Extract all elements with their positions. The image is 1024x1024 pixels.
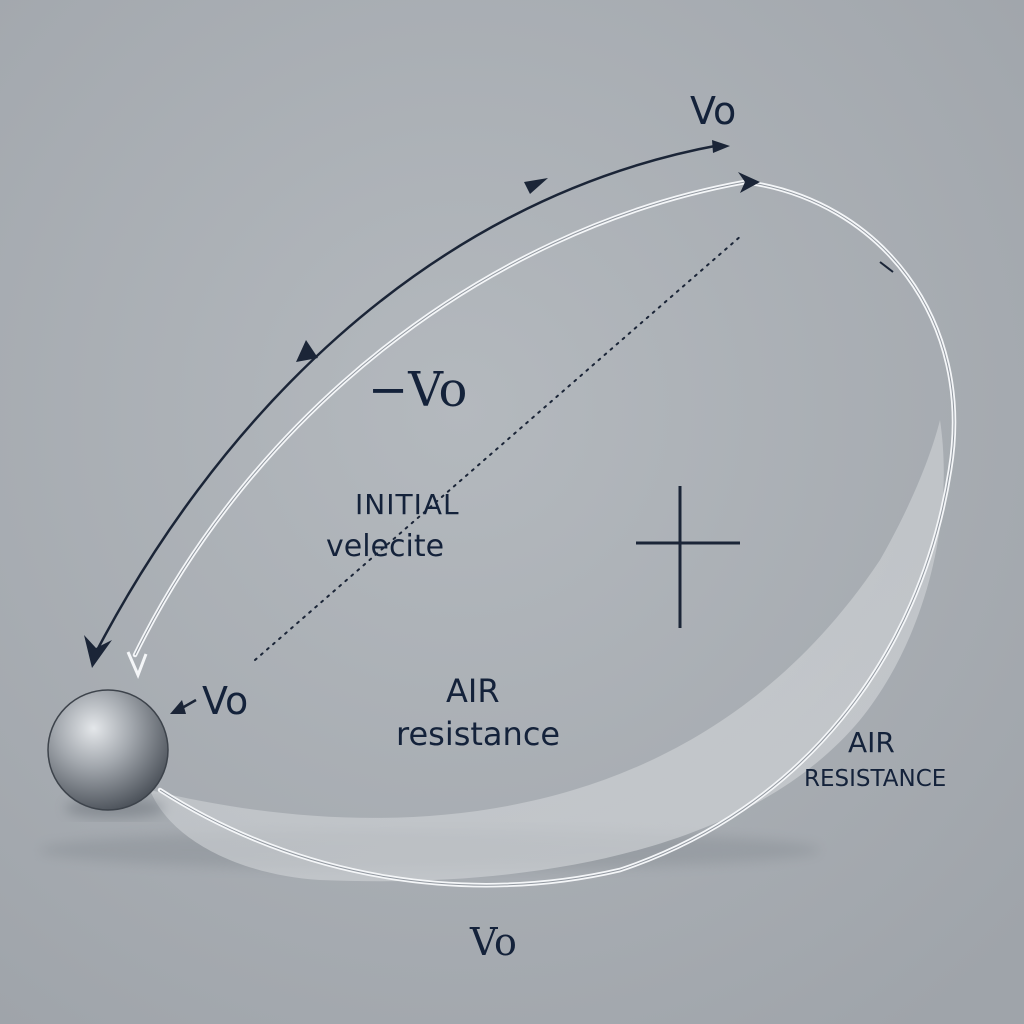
crosshair-icon [636,486,740,628]
label-initial-line1: INITIAL [355,488,460,521]
ball-icon [47,689,169,818]
arrowhead-dark-end [84,635,112,668]
label-vo-bottom: Vo [469,920,517,964]
arrowhead-dark-tip [712,140,730,153]
label-vo-top: Vo [690,89,736,133]
dark-trajectory-arc [90,143,722,662]
arrowhead-white-end [126,651,148,679]
label-air-right-line1: AIR [848,726,895,759]
arrowhead-top-right [738,172,760,193]
arrow-to-ball-head [170,700,186,714]
label-air-center-line2: resistance [396,715,560,753]
label-air-right-line2: RESISTANCE [804,766,946,792]
main-trajectory-outline [134,181,955,886]
main-trajectory-arc [132,179,957,888]
label-initial-line2: velecite [326,529,444,564]
dotted-velocity-line [254,234,743,661]
label-air-center-line1: AIR [446,672,500,710]
label-vo-left: Vo [202,679,248,723]
label-negative-vo: −Vo [368,362,467,418]
arrowhead-dark-mid [296,340,318,362]
arc-tick-right [879,261,894,273]
air-resistance-band [150,420,944,882]
arrowhead-dark-top [524,178,548,194]
